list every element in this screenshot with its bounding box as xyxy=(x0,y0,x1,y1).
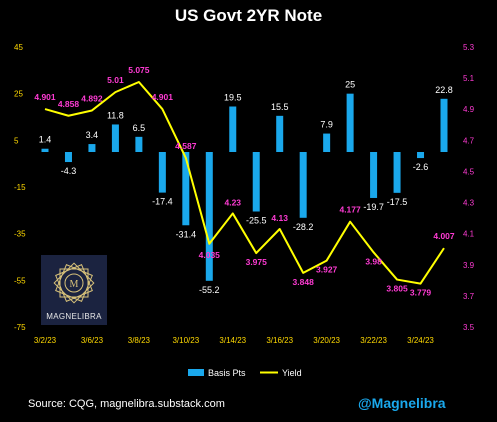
bar xyxy=(182,152,190,226)
x-tick-label: 3/24/23 xyxy=(407,336,434,345)
chart-title: US Govt 2YR Note xyxy=(174,6,323,25)
yield-value-label: 5.01 xyxy=(107,75,124,85)
yield-value-label: 4.177 xyxy=(339,205,361,215)
yield-value-label: 3.848 xyxy=(293,277,315,287)
bar-value-label: 11.8 xyxy=(107,110,124,120)
bar-value-label: 7.9 xyxy=(320,120,333,130)
bar-value-label: 25 xyxy=(345,80,355,90)
yield-value-label: 4.23 xyxy=(224,197,241,207)
bar-value-label: 3.4 xyxy=(86,130,99,140)
bar xyxy=(276,115,284,152)
legend-bar-swatch xyxy=(188,369,204,376)
y-right-tick-label: 3.5 xyxy=(463,323,475,332)
x-tick-label: 3/8/23 xyxy=(128,336,151,345)
x-tick-label: 3/6/23 xyxy=(81,336,104,345)
bar-value-label: -17.4 xyxy=(152,197,173,207)
bar xyxy=(323,133,331,152)
bar-value-label: 19.5 xyxy=(224,93,242,103)
bar-value-label: -4.3 xyxy=(61,166,77,176)
bar-value-label: 6.5 xyxy=(133,123,146,133)
bar-value-label: -25.5 xyxy=(246,216,267,226)
logo-emblem-icon: M xyxy=(53,262,95,304)
bar xyxy=(299,152,307,218)
logo-text: MAGNELIBRA xyxy=(46,312,102,321)
yield-value-label: 4.13 xyxy=(271,213,288,223)
y-left-tick-label: 25 xyxy=(14,90,23,99)
yield-value-label: 5.075 xyxy=(128,65,150,75)
y-left-tick-label: -35 xyxy=(14,230,26,239)
x-tick-label: 3/22/23 xyxy=(360,336,387,345)
x-tick-label: 3/10/23 xyxy=(172,336,199,345)
yield-value-label: 4.035 xyxy=(199,250,221,260)
yield-value-label: 4.858 xyxy=(58,99,80,109)
magnelibra-logo: M MAGNELIBRA xyxy=(41,255,107,325)
legend-line-label: Yield xyxy=(282,368,302,378)
bar-value-label: -19.7 xyxy=(363,202,384,212)
bar xyxy=(88,144,96,152)
bar xyxy=(346,93,354,152)
y-right-tick-label: 5.1 xyxy=(463,74,475,83)
y-left-tick-label: -55 xyxy=(14,276,26,285)
x-tick-label: 3/2/23 xyxy=(34,336,57,345)
yield-value-label: 3.927 xyxy=(316,265,338,275)
bar xyxy=(64,152,72,163)
bar-value-label: 1.4 xyxy=(39,135,52,145)
bar-value-label: 15.5 xyxy=(271,102,289,112)
bar-value-label: -17.5 xyxy=(387,197,408,207)
source-text: Source: CQG, magnelibra.substack.com xyxy=(28,398,225,410)
yield-value-label: 4.007 xyxy=(433,231,455,241)
y-left-tick-label: -75 xyxy=(14,323,26,332)
x-tick-label: 3/20/23 xyxy=(313,336,340,345)
yield-value-label: 3.779 xyxy=(410,288,432,298)
bar xyxy=(417,152,425,159)
bar xyxy=(111,124,119,152)
y-left-tick-label: -15 xyxy=(14,183,26,192)
yield-value-label: 4.587 xyxy=(175,141,197,151)
bar xyxy=(393,152,401,193)
yield-value-label: 3.98 xyxy=(365,256,382,266)
y-right-tick-label: 4.9 xyxy=(463,105,475,114)
y-left-tick-label: 45 xyxy=(14,43,23,52)
bar-value-label: -28.2 xyxy=(293,222,314,232)
x-tick-label: 3/16/23 xyxy=(266,336,293,345)
y-right-tick-label: 3.7 xyxy=(463,292,475,301)
yield-value-label: 4.892 xyxy=(81,93,103,103)
svg-text:M: M xyxy=(70,279,79,290)
handle-text: @Magnelibra xyxy=(358,395,446,411)
y-left-tick-label: 5 xyxy=(14,136,19,145)
y-right-tick-label: 4.7 xyxy=(463,136,475,145)
y-right-tick-label: 4.5 xyxy=(463,167,475,176)
bar xyxy=(440,98,448,152)
yield-value-label: 4.901 xyxy=(152,92,174,102)
bar xyxy=(135,136,143,152)
yield-line xyxy=(44,81,445,285)
yield-value-label: 3.975 xyxy=(246,257,268,267)
yield-value-label: 3.805 xyxy=(386,284,408,294)
x-tick-label: 3/14/23 xyxy=(219,336,246,345)
y-right-tick-label: 5.3 xyxy=(463,43,475,52)
bar xyxy=(158,152,166,193)
bar-value-label: 22.8 xyxy=(435,85,453,95)
bar xyxy=(252,152,260,212)
y-right-tick-label: 4.3 xyxy=(463,199,475,208)
bar xyxy=(370,152,378,198)
bar xyxy=(229,106,237,152)
legend-bar-label: Basis Pts xyxy=(208,368,246,378)
y-right-tick-label: 4.1 xyxy=(463,230,475,239)
bar xyxy=(41,148,49,152)
y-right-tick-label: 3.9 xyxy=(463,261,475,270)
bar-value-label: -31.4 xyxy=(176,229,197,239)
bar xyxy=(205,152,213,281)
bar-value-label: -55.2 xyxy=(199,285,220,295)
yield-value-label: 4.901 xyxy=(34,92,56,102)
bar-value-label: -2.6 xyxy=(413,162,429,172)
